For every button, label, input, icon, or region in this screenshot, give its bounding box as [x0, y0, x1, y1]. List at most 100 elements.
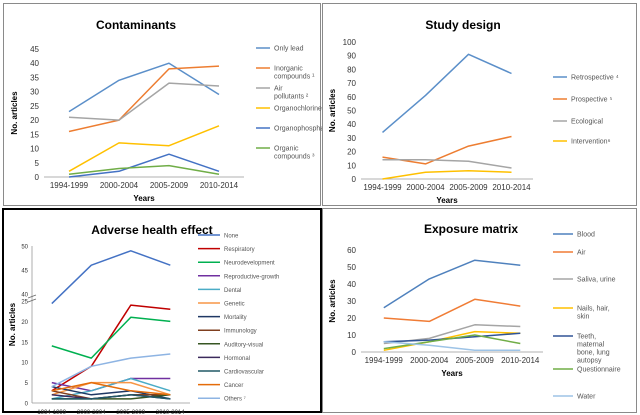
series-line-organochlorines	[68, 125, 220, 172]
y-tick-label: 50	[347, 263, 356, 272]
panel-adverse-health-effect: Adverse health effect 0 5 10 15 20 25 40 45 50 199…	[2, 208, 322, 415]
legend-label: Intervention⁶	[571, 139, 611, 146]
y-tick-label: 60	[347, 93, 356, 102]
chart-title: Contaminants	[96, 18, 176, 32]
legend-label-line: pollutants ²	[274, 94, 309, 101]
series-line-retrospective	[382, 53, 512, 133]
y-tick-label: 15	[30, 130, 39, 139]
axis-break-mark	[27, 294, 37, 299]
legend-label-line: Air	[577, 250, 586, 257]
legend-label-line: Water	[577, 394, 596, 401]
series-line-only-lead	[68, 62, 220, 113]
x-tick-label: 2010-2014	[501, 356, 540, 365]
series-line-water	[383, 341, 521, 352]
x-tick-label: 1994-1999	[50, 181, 89, 190]
chart-title: Exposure matrix	[424, 222, 518, 236]
legend-label-line: Reproductive-growth	[224, 274, 279, 280]
legend-label-line: None	[224, 234, 239, 240]
legend-label-line: Questionnaire	[577, 367, 621, 374]
legend-label: Prospective ⁵	[571, 97, 613, 104]
legend-label-line: Mortality	[224, 315, 247, 321]
legend-label: Genetic	[224, 302, 245, 308]
series-line-ecological	[382, 159, 512, 169]
series-line-respiratory	[51, 304, 171, 392]
x-axis-title: Years	[133, 194, 155, 203]
x-tick-label: 2010-2014	[492, 183, 531, 192]
legend-label: Reproductive-growth	[224, 274, 279, 280]
legend-label-line: Organic	[274, 146, 299, 153]
y-tick-label: 10	[30, 145, 39, 154]
legend-label: Only lead	[274, 46, 304, 53]
legend-label-line: maternal	[577, 342, 605, 349]
series-line-organic-compounds	[68, 164, 220, 175]
legend-label: Auditory-visual	[224, 342, 263, 348]
y-tick-label: 25	[21, 300, 28, 306]
legend-label-line: Retrospective ⁴	[571, 75, 619, 82]
legend-label-line: Cancer	[224, 383, 243, 389]
legend-label-line: Respiratory	[224, 247, 255, 253]
legend-label: Blood	[577, 232, 595, 239]
y-tick-label: 100	[343, 38, 357, 47]
panel-study-design: Study design 0 10 20 30 40 50 60 70 80 90 100 1994-1…	[322, 3, 637, 206]
panel-contaminants: Contaminants 0 5 10 15 20 25 30 35 40 45 1994-1999 2…	[3, 3, 334, 206]
legend-label: Ecological	[571, 119, 603, 126]
x-tick-label: 1994-1999	[365, 356, 404, 365]
y-tick-label: 10	[347, 331, 356, 340]
y-tick-label: 20	[347, 148, 356, 157]
legend-label: Immunology	[224, 329, 257, 335]
legend-label-line: Neurodevelopment	[224, 261, 275, 267]
legend-label-line: bone, lung	[577, 350, 610, 357]
legend-label: Cancer	[224, 383, 243, 389]
legend-label-line: Saliva, urine	[577, 277, 616, 284]
series-line-others	[51, 353, 171, 388]
x-tick-label: 2000-2004	[410, 356, 449, 365]
legend-label: Teeth, maternal bone, lung autopsy	[577, 334, 610, 365]
legend-label: Hormonal	[224, 356, 250, 362]
x-axis-title: Years	[436, 196, 458, 205]
series-line-blood	[383, 259, 521, 309]
y-tick-label: 10	[21, 361, 28, 367]
legend-label-line: Ecological	[571, 119, 603, 126]
legend-label: Cardiovascular	[224, 370, 264, 376]
y-tick-label: 30	[30, 88, 39, 97]
y-tick-label: 0	[25, 402, 29, 408]
series-line-cardiovascular	[51, 394, 171, 400]
series-line-organophosphates	[68, 153, 220, 178]
legend-label: Organochlorines	[274, 106, 326, 113]
legend-label-line: compounds ¹	[274, 74, 315, 81]
chart-exposure-matrix: Exposure matrix 0 10 20 30 40 50 60 1994-1999 200…	[328, 222, 621, 401]
legend-label: None	[224, 234, 239, 240]
series-line-inorganic-compounds	[68, 65, 220, 133]
legend-label: Respiratory	[224, 247, 255, 253]
x-tick-label: 2005-2009	[449, 183, 488, 192]
y-tick-label: 5	[35, 159, 40, 168]
series-line-nails-hair-skin	[383, 330, 521, 352]
legend-label-line: Genetic	[224, 302, 245, 308]
y-tick-label: 45	[21, 269, 28, 275]
y-tick-label: 20	[30, 116, 39, 125]
y-tick-label: 80	[347, 65, 356, 74]
y-axis-title: No. articles	[8, 302, 17, 346]
y-tick-label: 15	[21, 340, 28, 346]
legend-label: Others ⁷	[224, 396, 246, 403]
y-tick-label: 70	[347, 79, 356, 88]
legend-label-line: Blood	[577, 232, 595, 239]
legend-label-line: Inorganic	[274, 66, 303, 73]
legend-label: Nails, hair, skin	[577, 306, 610, 321]
y-tick-label: 40	[347, 120, 356, 129]
y-tick-label: 30	[347, 297, 356, 306]
legend-label-line: Immunology	[224, 329, 257, 335]
x-tick-label: 2000-2004	[406, 183, 445, 192]
legend-label: Mortality	[224, 315, 247, 321]
legend-label-line: Hormonal	[224, 356, 250, 362]
x-tick-label: 2005-2009	[116, 410, 145, 415]
chart-contaminants: Contaminants 0 5 10 15 20 25 30 35 40 45 1994-1999 2…	[10, 18, 334, 203]
legend-label: Inorganic compounds ¹	[274, 66, 315, 81]
y-tick-label: 35	[30, 73, 39, 82]
legend-label-line: Dental	[224, 288, 241, 294]
legend-label-line: compounds ³	[274, 154, 315, 161]
y-tick-label: 40	[347, 280, 356, 289]
y-tick-label: 0	[35, 173, 40, 182]
chart-title: Study design	[425, 18, 500, 32]
